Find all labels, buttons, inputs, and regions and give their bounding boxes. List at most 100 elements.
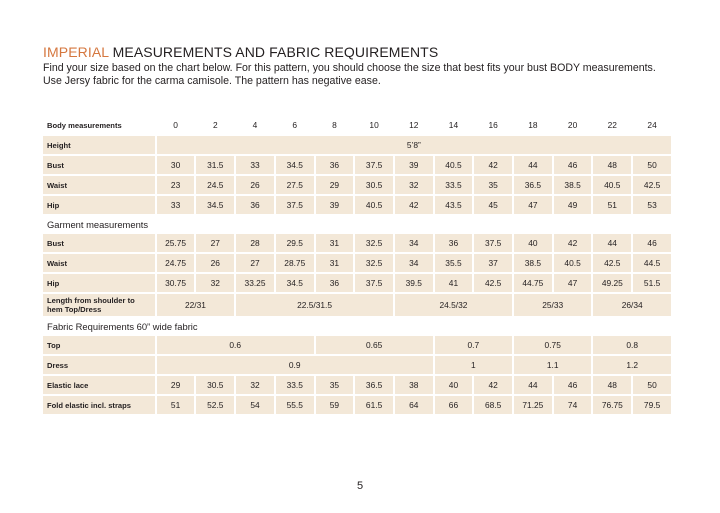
table-cell: 44	[593, 234, 632, 252]
table-cell: 0.6	[156, 336, 314, 354]
row-label: Bust	[43, 234, 155, 252]
table-cell: 26	[196, 254, 235, 272]
table-cell: 47	[513, 196, 552, 214]
row-label: Length from shoulder to hem Top/Dress	[43, 294, 155, 316]
page-number: 5	[356, 480, 364, 492]
row-label: Hip	[43, 196, 155, 214]
section-heading: Garment measurements	[43, 216, 671, 232]
table-cell: 27	[236, 254, 274, 272]
table-cell: 37.5	[355, 156, 393, 174]
table-cell: 54	[236, 396, 274, 414]
table-row: Elastic lace 29 30.5 32 33.5 35 36.5 38 …	[43, 376, 671, 394]
title-text: MEASUREMENTS AND FABRIC REQUIREMENTS	[108, 44, 439, 60]
table-cell: 37.5	[355, 274, 393, 292]
table-cell: 30	[156, 156, 195, 174]
table-cell: 0.9	[156, 356, 433, 374]
row-label: Fold elastic incl. straps	[43, 396, 155, 414]
table-cell: 49.25	[593, 274, 632, 292]
table-cell: 25/33	[513, 294, 592, 316]
table-cell: 0.65	[315, 336, 433, 354]
table-cell: 34.5	[275, 274, 314, 292]
table-cell: 1.2	[593, 356, 671, 374]
table-cell: 32.5	[355, 254, 393, 272]
table-cell: 48	[593, 376, 632, 394]
table-row: Hip 30.75 32 33.25 34.5 36 37.5 39.5 41 …	[43, 274, 671, 292]
table-row: Body measurements 0 2 4 6 8 10 12 14 16 …	[43, 116, 671, 134]
table-cell: 37.5	[474, 234, 512, 252]
row-label: Elastic lace	[43, 376, 155, 394]
table-cell: 40.5	[355, 196, 393, 214]
row-label: Height	[43, 136, 155, 154]
table-cell: 44	[513, 376, 552, 394]
size-table: Body measurements 0 2 4 6 8 10 12 14 16 …	[41, 114, 673, 416]
table-cell: 45	[474, 196, 512, 214]
table-cell: 40.5	[593, 176, 632, 194]
table-cell: 42.5	[474, 274, 512, 292]
table-cell: 38	[394, 376, 433, 394]
table-cell: 36.5	[355, 376, 393, 394]
table-cell: 42.5	[633, 176, 671, 194]
table-cell: 28.75	[275, 254, 314, 272]
table-cell: 32	[236, 376, 274, 394]
row-label-line: Length from shoulder to	[47, 295, 135, 305]
table-cell: 40	[434, 376, 473, 394]
table-row: Fold elastic incl. straps 51 52.5 54 55.…	[43, 396, 671, 414]
table-cell: 50	[633, 156, 671, 174]
section-heading-row: Garment measurements	[43, 216, 671, 232]
table-cell: 0.75	[513, 336, 592, 354]
table-cell: 52.5	[196, 396, 235, 414]
table-cell: 36	[236, 196, 274, 214]
row-label: Bust	[43, 156, 155, 174]
size-header: 12	[394, 116, 433, 134]
table-cell: 37.5	[275, 196, 314, 214]
table-cell: 31.5	[196, 156, 235, 174]
table-cell: 37	[474, 254, 512, 272]
row-label: Top	[43, 336, 155, 354]
table-row: Waist 24.75 26 27 28.75 31 32.5 34 35.5 …	[43, 254, 671, 272]
table-cell: 44.75	[513, 274, 552, 292]
table-row: Waist 23 24.5 26 27.5 29 30.5 32 33.5 35…	[43, 176, 671, 194]
table-cell: 24.75	[156, 254, 195, 272]
table-cell: 42	[394, 196, 433, 214]
size-header: 16	[474, 116, 512, 134]
table-cell: 32	[394, 176, 433, 194]
table-cell: 0.7	[434, 336, 512, 354]
table-cell: 38.5	[553, 176, 592, 194]
table-cell: 26	[236, 176, 274, 194]
table-cell: 42	[474, 156, 512, 174]
table-cell: 36	[315, 156, 354, 174]
section-heading: Fabric Requirements 60” wide fabric	[43, 318, 671, 334]
table-cell: 25.75	[156, 234, 195, 252]
table-cell: 38.5	[513, 254, 552, 272]
table-cell: 1	[434, 356, 512, 374]
table-cell: 39.5	[394, 274, 433, 292]
size-header: 24	[633, 116, 671, 134]
size-header: 18	[513, 116, 552, 134]
table-cell: 36	[315, 274, 354, 292]
size-header: 22	[593, 116, 632, 134]
table-cell: 26/34	[593, 294, 671, 316]
size-chart: Body measurements 0 2 4 6 8 10 12 14 16 …	[43, 114, 673, 416]
row-label-line: hem Top/Dress	[47, 305, 102, 314]
table-row: Length from shoulder to hem Top/Dress 22/…	[43, 294, 671, 316]
table-row: Top 0.6 0.65 0.7 0.75 0.8	[43, 336, 671, 354]
table-cell: 40.5	[434, 156, 473, 174]
table-cell: 71.25	[513, 396, 552, 414]
table-row: Bust 30 31.5 33 34.5 36 37.5 39 40.5 42 …	[43, 156, 671, 174]
table-cell: 30.75	[156, 274, 195, 292]
table-cell: 35.5	[434, 254, 473, 272]
table-cell: 34.5	[196, 196, 235, 214]
table-cell: 31	[315, 234, 354, 252]
table-cell: 39	[315, 196, 354, 214]
table-cell: 46	[553, 156, 592, 174]
table-cell: 36	[434, 234, 473, 252]
table-cell: 44	[513, 156, 552, 174]
table-cell: 51	[593, 196, 632, 214]
table-cell: 24.5	[196, 176, 235, 194]
table-cell: 29.5	[275, 234, 314, 252]
table-cell: 79.5	[633, 396, 671, 414]
table-cell: 34.5	[275, 156, 314, 174]
row-label: Dress	[43, 356, 155, 374]
table-cell: 29	[315, 176, 354, 194]
table-cell: 35	[315, 376, 354, 394]
